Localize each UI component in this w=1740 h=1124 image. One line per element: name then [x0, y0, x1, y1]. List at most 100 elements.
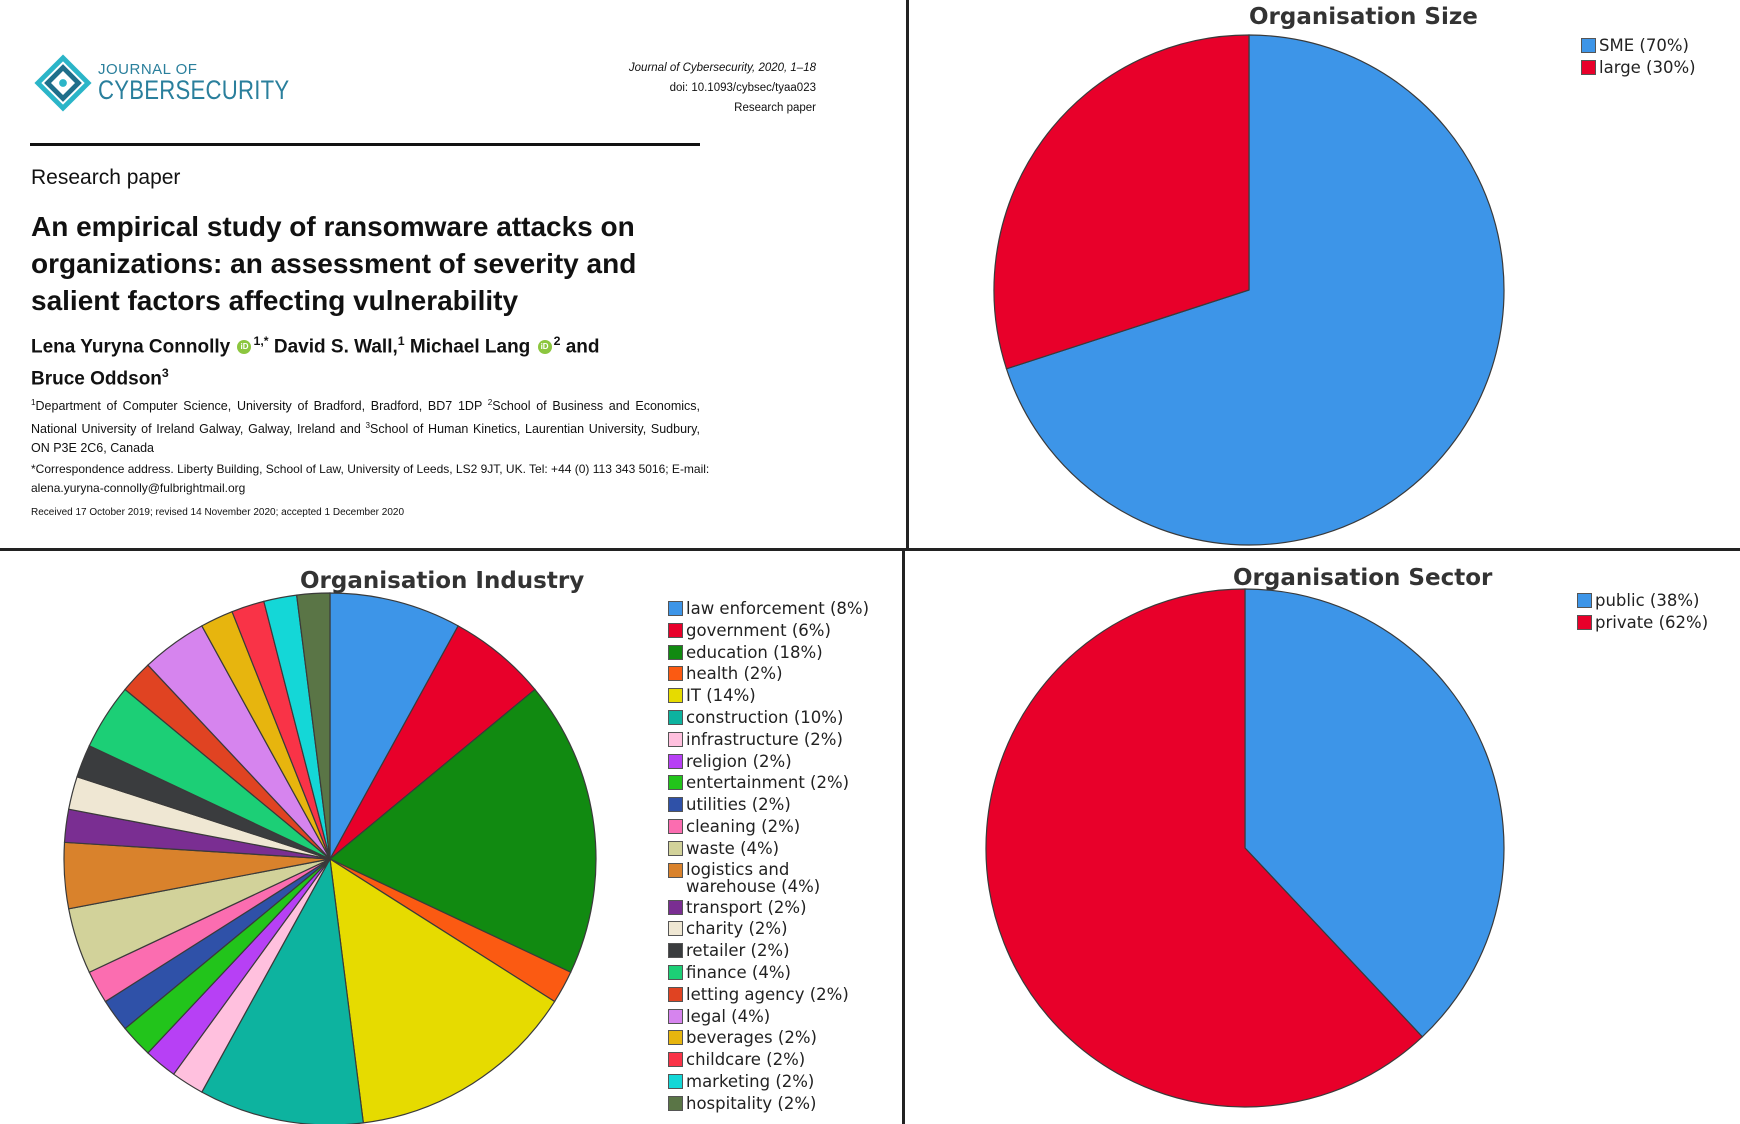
legend-label: finance (4%) [686, 962, 791, 982]
pie-slice-private [985, 588, 1424, 1108]
legend-swatch [668, 644, 683, 660]
legend-label: transport (2%) [686, 897, 807, 917]
legend-label: marketing (2%) [686, 1071, 815, 1091]
legend-swatch [1581, 59, 1596, 75]
legend-organisation-size: SME (70%) large (30%) [1581, 36, 1696, 80]
logo-line-1: JOURNAL OF [98, 61, 198, 78]
pie-chart-organisation-size [993, 34, 1505, 546]
affiliation-1: Department of Computer Science, Universi… [35, 399, 483, 414]
legend-swatch [668, 1008, 683, 1024]
legend-label: hospitality (2%) [686, 1093, 817, 1113]
pie-chart-organisation-industry [63, 592, 597, 1124]
legend-swatch [668, 818, 683, 834]
orcid-icon[interactable]: iD [237, 340, 252, 355]
chart-title: Organisation Sector [1233, 565, 1493, 591]
legend-item-sme: SME (70%) [1581, 36, 1696, 58]
paper-type-label: Research paper [31, 166, 181, 189]
pie-slice-education [328, 688, 597, 974]
legend-item-finance: finance (4%) [668, 963, 869, 985]
legend-item-large: large (30%) [1581, 58, 1696, 80]
pie-slice-large [993, 34, 1250, 370]
pie-slice-hospitality [295, 592, 331, 860]
vertical-divider-top [906, 0, 909, 548]
legend-swatch [1581, 38, 1596, 53]
legend-item-religion: religion (2%) [668, 752, 869, 774]
legend-swatch [668, 775, 683, 791]
affiliation-2: School of Business and Economics, Nation… [31, 399, 700, 437]
legend-swatch [668, 666, 683, 682]
legend-label: legal (4%) [686, 1006, 771, 1026]
legend-item-waste: waste (4%) [668, 839, 869, 861]
legend-item-it: IT (14%) [668, 686, 869, 708]
legend-swatch [668, 731, 683, 747]
legend-item-childcare: childcare (2%) [668, 1050, 869, 1072]
legend-item-transport: transport (2%) [668, 898, 869, 920]
legend-label: religion (2%) [686, 751, 792, 771]
legend-item-marketing: marketing (2%) [668, 1072, 869, 1094]
legend-item-legal: legal (4%) [668, 1007, 869, 1029]
legend-swatch [668, 840, 683, 856]
legend-swatch [668, 797, 683, 813]
legend-label: beverages (2%) [686, 1028, 817, 1048]
legend-swatch [668, 1095, 683, 1111]
affil-sup: 3 [365, 421, 371, 431]
chart-panel-organisation-industry: Organisation Industry law enforcement (8… [0, 551, 902, 1124]
orcid-icon[interactable]: iD [537, 340, 552, 355]
legend-item-cleaning: cleaning (2%) [668, 817, 869, 839]
legend-label: utilities (2%) [686, 795, 791, 815]
journal-logo: JOURNAL OF CYBERSECURITY [34, 54, 331, 112]
author-affil-sup: 1 [397, 334, 405, 348]
legend-item-hospitality: hospitality (2%) [668, 1094, 869, 1116]
legend-item-education: education (18%) [668, 643, 869, 665]
legend-item-logistics-and-warehouse: logistics and warehouse (4%) [668, 861, 869, 898]
legend-swatch [668, 622, 683, 638]
legend-item-infrastructure: infrastructure (2%) [668, 730, 869, 752]
logo-line-2: CYBERSECURITY [98, 75, 290, 105]
legend-swatch [668, 943, 683, 959]
legend-label: logistics and warehouse (4%) [686, 859, 821, 896]
legend-label: childcare (2%) [686, 1050, 806, 1070]
author-list: Lena Yuryna Connolly iD 1,* David S. Wall… [31, 328, 711, 393]
legend-item-utilities: utilities (2%) [668, 795, 869, 817]
correspondence-address: *Correspondence address. Liberty Buildin… [31, 462, 710, 495]
legend-swatch [668, 862, 683, 878]
legend-item-letting-agency: letting agency (2%) [668, 985, 869, 1007]
legend-item-health: health (2%) [668, 664, 869, 686]
chart-title: Organisation Size [1249, 4, 1478, 30]
legend-item-retailer: retailer (2%) [668, 941, 869, 963]
legend-label: public (38%) [1595, 591, 1700, 610]
legend-swatch [668, 709, 683, 725]
legend-swatch [668, 964, 683, 980]
legend-label: entertainment (2%) [686, 773, 850, 793]
legend-organisation-sector: public (38%) private (62%) [1577, 591, 1708, 635]
legend-swatch [668, 753, 683, 769]
legend-swatch [668, 1073, 683, 1089]
legend-item-law-enforcement: law enforcement (8%) [668, 599, 869, 621]
legend-label: retailer (2%) [686, 941, 790, 961]
legend-label: SME (70%) [1599, 36, 1689, 55]
author-name: Lena Yuryna Connolly [31, 336, 231, 358]
author-name: Michael Lang [409, 336, 531, 358]
paper-type-right: Research paper [734, 102, 816, 114]
legend-swatch [668, 899, 683, 915]
journal-reference: Journal of Cybersecurity, 2020, 1–18 [628, 62, 816, 74]
header-rule [30, 143, 700, 146]
legend-label: large (30%) [1599, 57, 1696, 77]
legend-swatch [668, 986, 683, 1002]
chart-title: Organisation Industry [300, 568, 585, 594]
pie-slice-sme [1005, 34, 1505, 546]
chart-panel-organisation-size: Organisation Size SME (70%) large (30%) [909, 0, 1740, 548]
author-affil-sup: 2 [553, 334, 561, 348]
legend-label: waste (4%) [686, 838, 780, 858]
legend-item-charity: charity (2%) [668, 919, 869, 941]
paper-header-panel: JOURNAL OF CYBERSECURITY Journal of Cybe… [0, 0, 906, 548]
doi-text: doi: 10.1093/cybsec/tyaa023 [669, 82, 816, 94]
legend-swatch [668, 601, 683, 616]
diamond-knot-icon [34, 54, 92, 112]
pie-slice-public [1244, 588, 1505, 1038]
affiliations: 1Department of Computer Science, Univers… [31, 393, 700, 458]
pie-slice-it [329, 857, 556, 1124]
vertical-divider-bottom [902, 551, 905, 1124]
author-name: David S. Wall, [273, 336, 398, 358]
legend-item-entertainment: entertainment (2%) [668, 773, 869, 795]
